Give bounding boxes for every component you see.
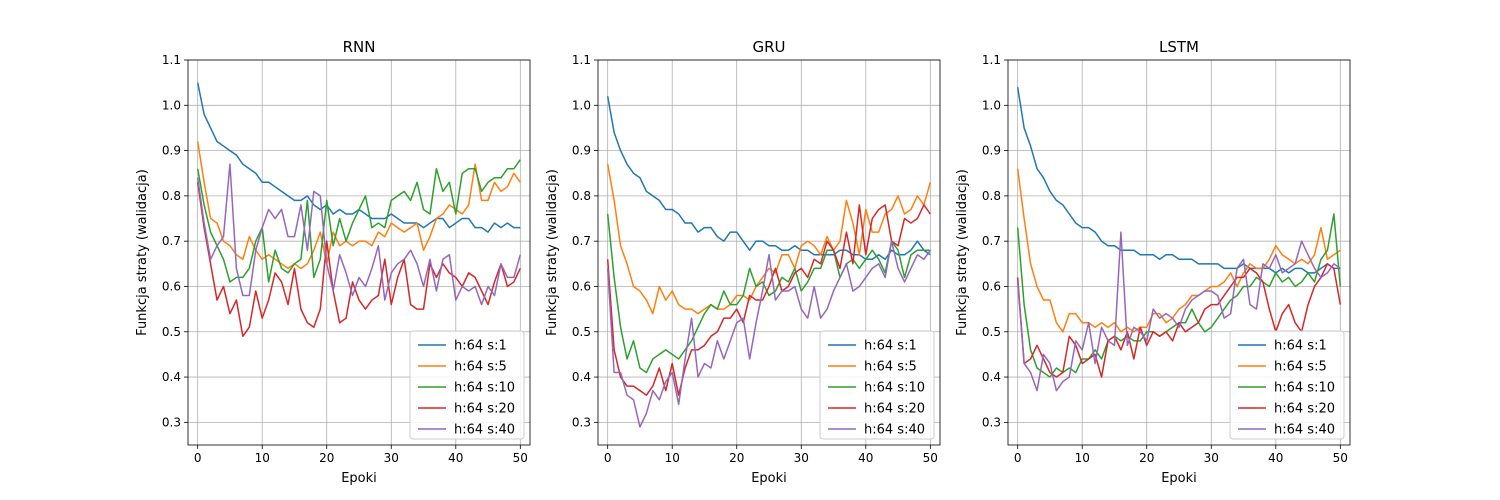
series-line-3 (196, 182, 521, 338)
y-tick-label: 0.5 (982, 325, 1001, 339)
y-tick-label: 0.3 (982, 415, 1001, 429)
x-tick-label: 40 (448, 451, 463, 465)
y-tick-label: 0.8 (982, 189, 1001, 203)
y-tick-label: 0.5 (572, 325, 591, 339)
x-tick-label: 50 (513, 451, 528, 465)
x-tick-label: 0 (1014, 451, 1022, 465)
y-tick-label: 0.5 (162, 325, 181, 339)
x-tick-label: 30 (794, 451, 809, 465)
legend-entry-0: h:64 s:1 (454, 339, 507, 354)
y-tick-label: 0.4 (572, 370, 591, 384)
x-tick-label: 0 (194, 451, 202, 465)
y-axis-label: Funkcja straty (walidacja) (135, 169, 150, 336)
legend-entry-1: h:64 s:5 (864, 360, 917, 375)
chart-title: GRU (752, 38, 785, 56)
legend: h:64 s:1 h:64 s:5 h:64 s:10 h:64 s:20 h:64 s… (409, 330, 525, 440)
series-line-1 (1016, 168, 1341, 333)
x-tick-label: 20 (319, 451, 334, 465)
chart-panel-0: 0 10 20 30 40 50 0.3 0.4 0.5 0.6 0.7 0.8 0.9 1.0 1.1 RN… (135, 38, 531, 486)
y-tick-label: 0.4 (982, 370, 1001, 384)
y-axis-label: Funkcja straty (walidacja) (955, 169, 970, 336)
legend-box (1229, 330, 1345, 440)
x-tick-label: 10 (1075, 451, 1090, 465)
series-line-1 (606, 164, 932, 315)
series-line-1 (196, 141, 521, 270)
legend-entry-2: h:64 s:10 (454, 381, 515, 396)
series-line-2 (196, 159, 521, 283)
series-line-4 (606, 240, 931, 428)
x-tick-label: 10 (255, 451, 270, 465)
series-line-2 (606, 213, 931, 374)
y-tick-label: 0.6 (982, 279, 1001, 293)
x-axis-label: Epoki (1161, 471, 1197, 486)
y-tick-label: 0.7 (162, 234, 181, 248)
x-tick-label: 0 (604, 451, 612, 465)
legend-entry-0: h:64 s:1 (864, 339, 917, 354)
x-tick-label: 40 (1268, 451, 1283, 465)
legend-entry-3: h:64 s:20 (454, 402, 515, 417)
x-tick-label: 40 (858, 451, 873, 465)
y-tick-label: 0.4 (162, 370, 181, 384)
y-tick-label: 1.0 (572, 98, 591, 112)
y-tick-label: 0.3 (162, 415, 181, 429)
legend-entry-4: h:64 s:40 (454, 423, 515, 438)
legend-entry-0: h:64 s:1 (1274, 339, 1327, 354)
x-tick-label: 50 (923, 451, 938, 465)
y-tick-label: 0.7 (572, 234, 591, 248)
legend-entry-2: h:64 s:10 (864, 381, 925, 396)
legend-entry-2: h:64 s:10 (1274, 381, 1335, 396)
y-tick-label: 0.8 (572, 189, 591, 203)
x-tick-label: 20 (1139, 451, 1154, 465)
legend-entry-4: h:64 s:40 (864, 423, 925, 438)
x-tick-label: 10 (665, 451, 680, 465)
x-tick-label: 30 (384, 451, 399, 465)
y-tick-label: 0.9 (982, 144, 1001, 158)
axes-frame (597, 59, 941, 446)
y-tick-label: 0.6 (572, 279, 591, 293)
y-tick-label: 1.0 (982, 98, 1001, 112)
y-tick-label: 0.9 (162, 144, 181, 158)
series-line-3 (1016, 263, 1342, 378)
y-tick-label: 1.1 (982, 53, 1001, 67)
y-tick-label: 0.6 (162, 279, 181, 293)
chart-panel-2: 0 10 20 30 40 50 0.3 0.4 0.5 0.6 0.7 0.8 0.9 1.0 1.1 LS… (955, 38, 1351, 486)
x-axis-label: Epoki (341, 471, 377, 486)
chart-title: LSTM (1159, 38, 1199, 56)
legend-box (819, 330, 935, 440)
y-tick-label: 0.9 (572, 144, 591, 158)
x-tick-label: 30 (1204, 451, 1219, 465)
series-line-4 (196, 163, 522, 306)
x-tick-label: 50 (1333, 451, 1348, 465)
legend-entry-1: h:64 s:5 (1274, 360, 1327, 375)
legend-entry-3: h:64 s:20 (864, 402, 925, 417)
series-line-0 (1016, 87, 1341, 274)
series-line-4 (1016, 231, 1341, 392)
y-tick-label: 1.0 (162, 98, 181, 112)
legend: h:64 s:1 h:64 s:5 h:64 s:10 h:64 s:20 h:64 s… (1229, 330, 1345, 440)
legend-entry-1: h:64 s:5 (454, 360, 507, 375)
series-line-0 (606, 96, 931, 261)
y-tick-label: 1.1 (572, 53, 591, 67)
legend-box (409, 330, 525, 440)
chart-title: RNN (343, 38, 376, 56)
legend-entry-3: h:64 s:20 (1274, 402, 1335, 417)
legend: h:64 s:1 h:64 s:5 h:64 s:10 h:64 s:20 h:64 s… (819, 330, 935, 440)
axes-frame (1007, 59, 1351, 446)
legend-entry-4: h:64 s:40 (1274, 423, 1335, 438)
chart-panel-1: 0 10 20 30 40 50 0.3 0.4 0.5 0.6 0.7 0.8 0.9 1.0 1.1 GR… (545, 38, 941, 486)
y-tick-label: 1.1 (162, 53, 181, 67)
x-axis-label: Epoki (751, 471, 787, 486)
x-tick-label: 20 (729, 451, 744, 465)
y-tick-label: 0.7 (982, 234, 1001, 248)
y-tick-label: 0.3 (572, 415, 591, 429)
y-tick-label: 0.8 (162, 189, 181, 203)
axes-frame (187, 59, 531, 446)
y-axis-label: Funkcja straty (walidacja) (545, 169, 560, 336)
series-line-3 (606, 204, 931, 396)
